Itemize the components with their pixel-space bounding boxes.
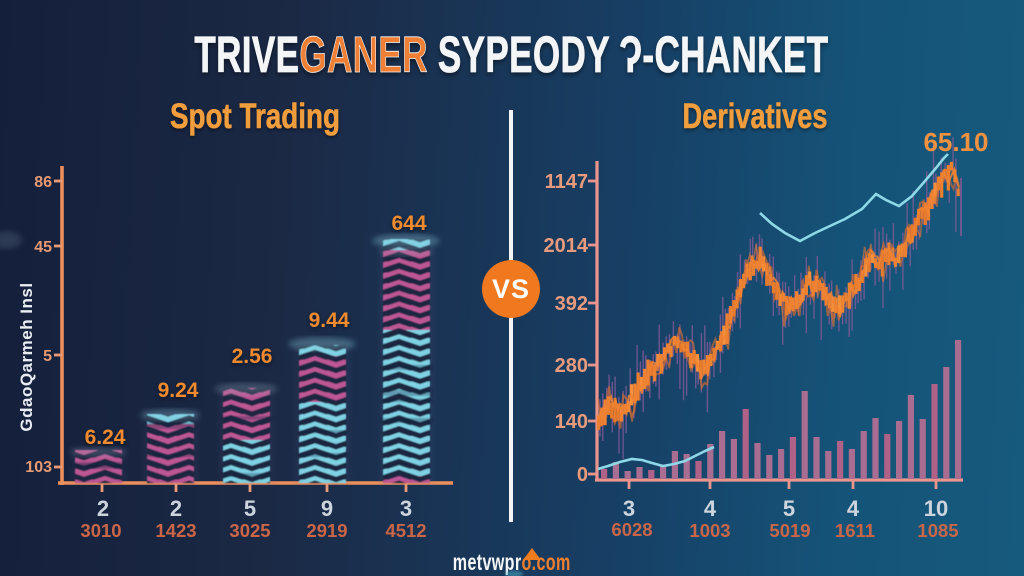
svg-text:86: 86 — [34, 174, 52, 191]
svg-text:3025: 3025 — [229, 520, 270, 541]
svg-text:392: 392 — [555, 293, 588, 315]
svg-text:9: 9 — [321, 496, 333, 521]
svg-text:2919: 2919 — [306, 520, 347, 541]
svg-text:644: 644 — [391, 212, 426, 235]
svg-text:5: 5 — [43, 348, 52, 365]
svg-text:5: 5 — [244, 496, 256, 521]
svg-text:280: 280 — [555, 355, 588, 377]
svg-text:6.24: 6.24 — [85, 426, 126, 449]
svg-text:1423: 1423 — [155, 520, 196, 541]
svg-text:6028: 6028 — [611, 519, 652, 540]
svg-text:2: 2 — [97, 496, 109, 521]
svg-text:65.10: 65.10 — [923, 127, 988, 157]
svg-text:10: 10 — [924, 496, 948, 521]
svg-text:4: 4 — [847, 496, 860, 521]
svg-text:0: 0 — [577, 464, 588, 486]
svg-text:2: 2 — [170, 496, 182, 521]
svg-text:3: 3 — [400, 496, 412, 521]
svg-text:140: 140 — [555, 411, 588, 433]
svg-text:1147: 1147 — [545, 171, 588, 193]
svg-text:9.44: 9.44 — [309, 309, 350, 332]
svg-text:4512: 4512 — [385, 520, 426, 541]
svg-text:2014: 2014 — [544, 235, 589, 257]
svg-text:2.56: 2.56 — [232, 345, 273, 368]
svg-text:45: 45 — [34, 239, 52, 256]
svg-text:1611: 1611 — [835, 520, 875, 541]
svg-text:5: 5 — [783, 496, 795, 521]
svg-text:5019: 5019 — [769, 520, 810, 541]
svg-text:103: 103 — [25, 459, 52, 476]
svg-text:1003: 1003 — [689, 520, 730, 541]
svg-text:3010: 3010 — [80, 520, 121, 541]
svg-text:4: 4 — [704, 496, 717, 521]
svg-text:1085: 1085 — [917, 520, 958, 541]
svg-text:9.24: 9.24 — [158, 379, 199, 402]
svg-text:3: 3 — [623, 496, 635, 521]
